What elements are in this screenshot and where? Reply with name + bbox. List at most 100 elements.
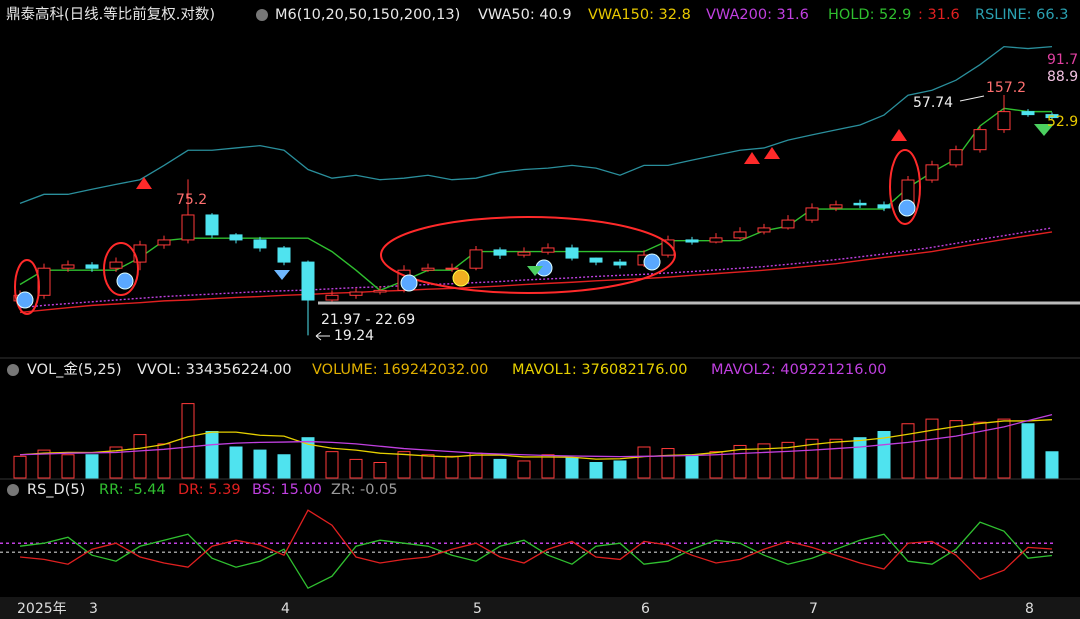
annotation: 157.2 bbox=[986, 80, 1026, 96]
volume-bar bbox=[829, 438, 843, 479]
signal-ball bbox=[898, 199, 916, 217]
reading-value: : 40.9 bbox=[530, 7, 572, 23]
volume-bar bbox=[229, 446, 243, 479]
candle-body bbox=[685, 239, 699, 243]
volume-bar bbox=[661, 448, 675, 479]
candle-body bbox=[565, 247, 579, 259]
panel-title: RS_D(5) bbox=[27, 482, 85, 498]
indicator-line bbox=[19, 521, 1053, 590]
volume-bar bbox=[85, 454, 99, 479]
volume-bar bbox=[421, 454, 435, 479]
candle-body bbox=[349, 291, 363, 296]
volume-bar bbox=[325, 451, 339, 479]
legend-entry: HOLD: 52.9 bbox=[828, 7, 911, 23]
candle-body bbox=[469, 249, 483, 269]
signal-coin bbox=[452, 269, 470, 287]
reading: VWA150: 32.8 bbox=[588, 7, 691, 23]
candle-body bbox=[301, 261, 315, 301]
candle-body bbox=[781, 219, 795, 229]
volume-bar bbox=[901, 423, 915, 479]
signal-diamond bbox=[527, 266, 543, 276]
collapse-icon[interactable] bbox=[7, 364, 19, 376]
volume-bar bbox=[445, 455, 459, 479]
highlight-ellipse bbox=[103, 242, 139, 296]
volume-bar bbox=[709, 451, 723, 479]
volume-bar bbox=[277, 454, 291, 479]
legend-name: RR bbox=[99, 482, 119, 498]
candle-body bbox=[877, 204, 891, 209]
candle-body bbox=[1045, 114, 1059, 119]
indicator-line bbox=[19, 45, 1053, 204]
legend-entry: DR: 5.39 bbox=[178, 482, 241, 498]
x-tick-label: 6 bbox=[641, 601, 650, 617]
candle-body bbox=[325, 294, 339, 301]
legend-name: HOLD bbox=[828, 7, 870, 23]
annotation: 57.74 bbox=[913, 95, 953, 111]
legend-name: MAVOL2 bbox=[711, 362, 771, 378]
candle-body bbox=[445, 267, 459, 270]
legend-value: : -5.44 bbox=[119, 482, 166, 498]
legend-value: : 15.00 bbox=[271, 482, 322, 498]
candle-body bbox=[421, 267, 435, 271]
candle-body bbox=[109, 261, 123, 269]
volume-bar bbox=[373, 462, 387, 479]
volume-bar bbox=[925, 418, 939, 479]
candle-body bbox=[373, 289, 387, 293]
candle-body bbox=[613, 261, 627, 266]
indicator-line bbox=[19, 509, 1053, 580]
candle-body bbox=[517, 251, 531, 256]
annotation: 19.24 bbox=[334, 328, 374, 344]
candle-body bbox=[1021, 111, 1035, 116]
signal-triangle bbox=[891, 129, 907, 141]
collapse-icon[interactable] bbox=[7, 484, 19, 496]
volume-bar bbox=[949, 420, 963, 479]
volume-bar bbox=[1045, 451, 1059, 479]
candle-body bbox=[733, 231, 747, 239]
candle-body bbox=[61, 264, 75, 269]
legend-entry: : 31.6 bbox=[918, 7, 960, 23]
reading: VWA50: 40.9 bbox=[478, 7, 572, 23]
candle-body bbox=[133, 244, 147, 263]
x-tick-label: 5 bbox=[473, 601, 482, 617]
volume-bar bbox=[469, 452, 483, 479]
volume-bar bbox=[997, 418, 1011, 479]
x-tick-label: 8 bbox=[1025, 601, 1034, 617]
candle-body bbox=[493, 249, 507, 256]
legend-value: : -0.05 bbox=[351, 482, 398, 498]
candle-body bbox=[229, 234, 243, 241]
signal-triangle bbox=[744, 152, 760, 164]
volume-bar bbox=[133, 434, 147, 479]
candle-body bbox=[157, 239, 171, 246]
volume-bar bbox=[349, 458, 363, 479]
volume-bar bbox=[109, 446, 123, 479]
candle-body bbox=[757, 227, 771, 233]
legend-entry: RSLINE: 66.3 bbox=[975, 7, 1068, 23]
legend-value: : 169242032.00 bbox=[373, 362, 489, 378]
volume-bar bbox=[565, 457, 579, 479]
x-axis-bar bbox=[0, 597, 1080, 619]
volume-bar bbox=[517, 460, 531, 479]
volume-bar bbox=[397, 451, 411, 479]
candle-body bbox=[277, 247, 291, 263]
candle-body bbox=[85, 264, 99, 269]
legend-value: : 52.9 bbox=[870, 7, 912, 23]
volume-bar bbox=[37, 449, 51, 479]
highlight-ellipse bbox=[889, 149, 921, 225]
signal-ball bbox=[643, 253, 661, 271]
volume-bar bbox=[853, 437, 867, 479]
candle-body bbox=[589, 257, 603, 263]
legend-name: VWA200 bbox=[706, 7, 767, 23]
candle-body bbox=[181, 214, 195, 241]
signal-ball bbox=[16, 291, 34, 309]
volume-bar bbox=[973, 421, 987, 479]
signal-triangle bbox=[136, 177, 152, 189]
legend-entry: BS: 15.00 bbox=[252, 482, 322, 498]
candle-body bbox=[205, 214, 219, 236]
x-tick-label: 2025年 bbox=[17, 601, 67, 617]
legend-value: : 376082176.00 bbox=[572, 362, 688, 378]
collapse-icon[interactable] bbox=[256, 9, 268, 21]
volume-bar bbox=[205, 431, 219, 479]
volume-bar bbox=[301, 437, 315, 479]
reading: VVOL: 334356224.00 bbox=[137, 362, 292, 378]
